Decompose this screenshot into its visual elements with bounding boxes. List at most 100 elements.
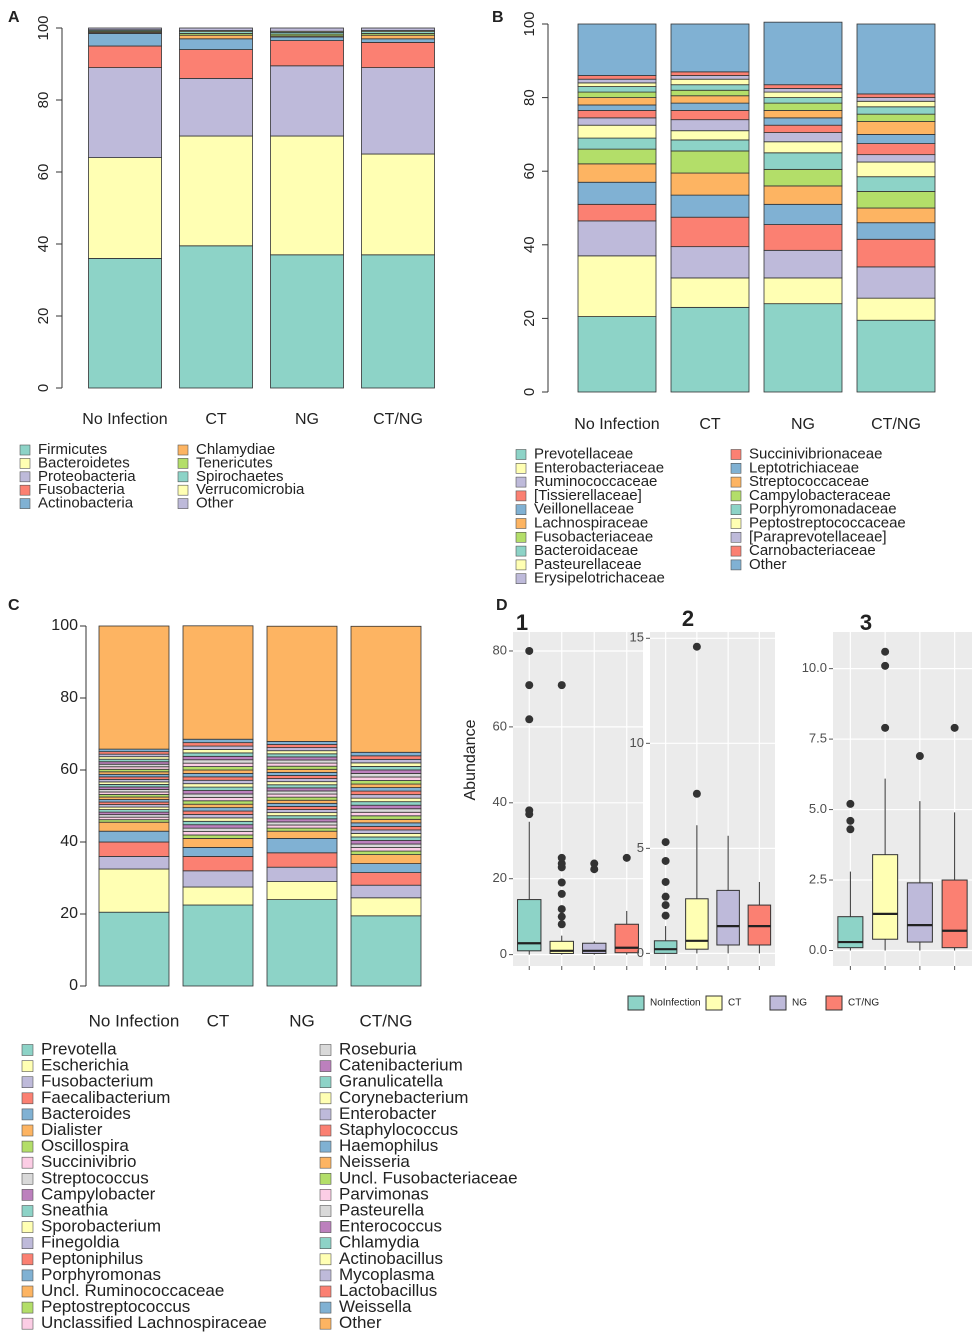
legend-label: Lactobacillus [339, 1281, 437, 1300]
bar-segment [182, 831, 254, 836]
outlier [661, 838, 670, 847]
outlier [525, 806, 534, 815]
legend-label: Peptostreptococcus [41, 1297, 190, 1316]
bar-segment [266, 799, 338, 804]
bar-segment [182, 783, 254, 788]
outlier [557, 912, 566, 921]
panel-label: B [492, 9, 504, 26]
legend-label: Enterococcus [339, 1217, 442, 1236]
bar-segment [98, 868, 170, 913]
outlier [622, 853, 631, 862]
bar-segment [577, 203, 657, 222]
legend-label: Carnobacteriaceae [749, 542, 876, 559]
subplot-label: 3 [860, 610, 872, 635]
bar-segment [266, 778, 338, 783]
legend-swatch [515, 462, 527, 474]
legend-label: CT/NG [848, 998, 879, 1009]
legend-label: Other [196, 495, 234, 512]
legend-label: Sporobacterium [41, 1217, 161, 1236]
y-tick-label: 80 [35, 92, 52, 109]
bar-segment [856, 176, 936, 192]
bar-segment [266, 625, 338, 742]
bar-segment [182, 820, 254, 826]
legend-swatch [21, 1076, 34, 1088]
bar-segment [577, 75, 657, 80]
legend-swatch [21, 1124, 34, 1137]
legend-swatch [730, 476, 742, 488]
bar-segment [182, 817, 254, 822]
outlier [590, 865, 599, 874]
outlier [590, 859, 599, 868]
legend-label: Mycoplasma [339, 1265, 435, 1284]
bar-segment [670, 216, 750, 248]
legend-swatch [319, 1140, 332, 1153]
legend-label: NG [792, 998, 807, 1009]
y-tick-label: 80 [521, 89, 538, 106]
bar-segment [856, 97, 936, 102]
bar-segment [856, 106, 936, 115]
bar-segment [763, 117, 843, 126]
legend-swatch [515, 559, 527, 571]
legend-label: Enterobacter [339, 1104, 437, 1123]
bar-segment [88, 27, 162, 31]
legend-swatch [21, 1140, 34, 1153]
legend-swatch [730, 559, 742, 571]
x-tick-label: CT [205, 411, 227, 428]
bar-segment [670, 102, 750, 111]
legend-swatch [515, 573, 527, 585]
legend-label: Succinivibrio [41, 1152, 136, 1171]
bar-segment [182, 834, 254, 839]
bar-segment [270, 65, 344, 137]
legend-label: Sneathia [41, 1200, 109, 1219]
bar-segment [266, 790, 338, 795]
legend-label: Lachnospiraceae [534, 514, 648, 531]
bar-segment [577, 124, 657, 139]
legend-label: Prevotellaceae [534, 445, 633, 462]
y-tick-label: 0 [69, 977, 78, 994]
legend-label: Staphylococcus [339, 1120, 458, 1139]
bar-segment [270, 135, 344, 256]
bar-segment [88, 33, 162, 47]
legend-label: Proteobacteria [38, 468, 136, 485]
bar-segment [350, 915, 422, 987]
bar-segment [182, 776, 254, 781]
outlier [525, 681, 534, 690]
legend-swatch [319, 1076, 332, 1088]
legend-swatch [319, 1173, 332, 1185]
bar-segment [763, 132, 843, 143]
bar-segment [266, 762, 338, 767]
y-tick-label: 40 [60, 833, 78, 850]
bar-segment [266, 747, 338, 752]
legend-swatch [730, 490, 742, 502]
bar-segment [266, 824, 338, 829]
legend-swatch [515, 504, 527, 516]
legend-swatch [21, 1285, 34, 1298]
bar-segment [856, 161, 936, 178]
bar-segment [179, 34, 253, 40]
y-tick-label: 20 [60, 905, 78, 922]
bar-segment [763, 249, 843, 279]
outlier [661, 892, 670, 901]
bar-segment [350, 872, 422, 886]
bar-segment [763, 224, 843, 251]
bar-segment [577, 97, 657, 106]
bar-segment [350, 801, 422, 806]
bar-segment [763, 141, 843, 154]
legend-label: [Paraprevotellaceae] [749, 528, 887, 545]
bar-segment [266, 881, 338, 900]
outlier [525, 646, 534, 655]
bar-segment [266, 756, 338, 761]
bar-segment [350, 773, 422, 778]
bar-segment [182, 769, 254, 774]
bar-segment [350, 847, 422, 852]
bar-segment [577, 181, 657, 205]
bar-segment [350, 836, 422, 841]
outlier [557, 681, 566, 690]
bar-segment [856, 297, 936, 321]
bar-segment [361, 34, 435, 40]
bar-segment [763, 203, 843, 225]
bar-segment [350, 854, 422, 864]
legend-label: Oscillospira [41, 1136, 129, 1155]
bar-segment [350, 884, 422, 899]
